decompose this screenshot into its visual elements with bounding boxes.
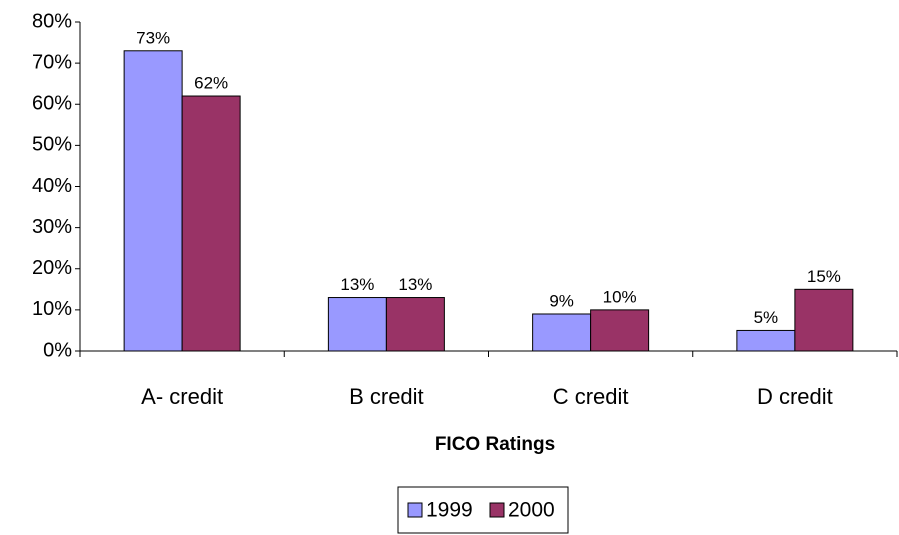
x-tick-label: C credit xyxy=(553,384,629,409)
value-label: 62% xyxy=(194,74,228,93)
x-tick-label: B credit xyxy=(349,384,424,409)
x-axis-title: FICO Ratings xyxy=(435,434,555,455)
value-label: 13% xyxy=(340,275,374,294)
y-tick-label: 40% xyxy=(32,175,72,197)
legend-swatch xyxy=(407,502,423,518)
value-label: 9% xyxy=(549,291,574,310)
bar xyxy=(590,309,650,352)
y-tick-label: 10% xyxy=(32,298,72,320)
y-tick-label: 50% xyxy=(32,134,72,156)
y-tick-label: 80% xyxy=(32,10,72,32)
y-tick-label: 20% xyxy=(32,257,72,279)
bar xyxy=(181,95,241,352)
y-tick-label: 60% xyxy=(32,93,72,115)
value-label: 5% xyxy=(754,308,779,327)
y-tick-label: 30% xyxy=(32,216,72,238)
value-label: 15% xyxy=(807,267,841,286)
y-tick-label: 70% xyxy=(32,51,72,73)
bar xyxy=(123,50,183,352)
bar xyxy=(327,297,387,352)
bar xyxy=(736,329,796,352)
legend-box xyxy=(397,486,569,534)
bar xyxy=(794,288,854,352)
legend-label: 2000 xyxy=(508,499,555,522)
bar xyxy=(532,313,592,352)
value-label: 73% xyxy=(136,28,170,47)
legend-swatch xyxy=(489,502,505,518)
y-tick-label: 0% xyxy=(43,339,72,361)
x-tick-label: A- credit xyxy=(141,384,223,409)
bar xyxy=(385,297,445,352)
value-label: 13% xyxy=(398,275,432,294)
legend-label: 1999 xyxy=(426,499,473,522)
value-label: 10% xyxy=(603,287,637,306)
x-tick-label: D credit xyxy=(757,384,833,409)
